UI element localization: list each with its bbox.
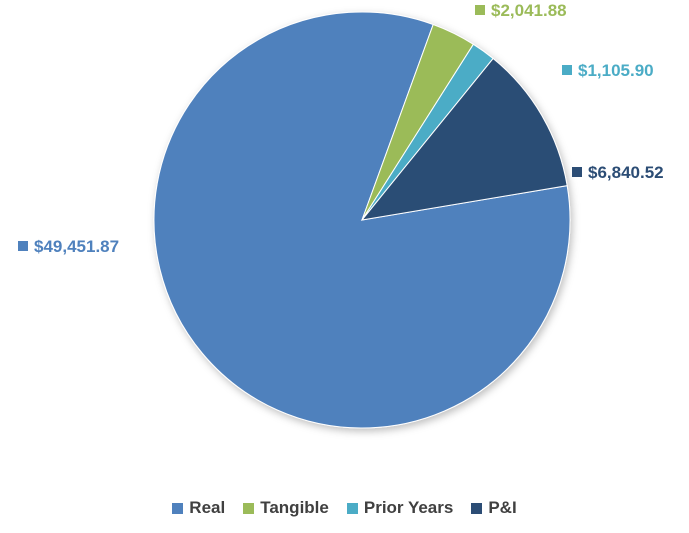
data-label-swatch [572, 167, 582, 177]
data-label-tangible: $2,041.88 [491, 1, 567, 20]
legend-swatch [471, 502, 483, 514]
legend-swatch [346, 502, 358, 514]
legend-label: Tangible [260, 498, 329, 517]
legend-item-tangible: Tangible [243, 498, 329, 518]
legend-swatch [243, 502, 255, 514]
legend-label: Real [189, 498, 226, 517]
legend-label: Prior Years [363, 498, 454, 517]
pie-slice-real [153, 11, 571, 429]
legend-item-prior-years: Prior Years [346, 498, 454, 518]
data-label-real: $49,451.87 [34, 237, 119, 256]
legend-label: P&I [488, 498, 517, 517]
data-label-swatch [562, 65, 572, 75]
pie-slice-p-i [360, 57, 568, 221]
legend-swatch [172, 502, 184, 514]
data-label-p-i: $6,840.52 [588, 163, 664, 182]
data-label-swatch [18, 241, 28, 251]
chart-legend: Real Tangible Prior Years P&I [0, 498, 689, 518]
legend-item-real: Real [172, 498, 225, 518]
legend-item-p-i: P&I [471, 498, 517, 518]
data-label-prior-years: $1,105.90 [578, 61, 654, 80]
data-label-swatch [475, 5, 485, 15]
